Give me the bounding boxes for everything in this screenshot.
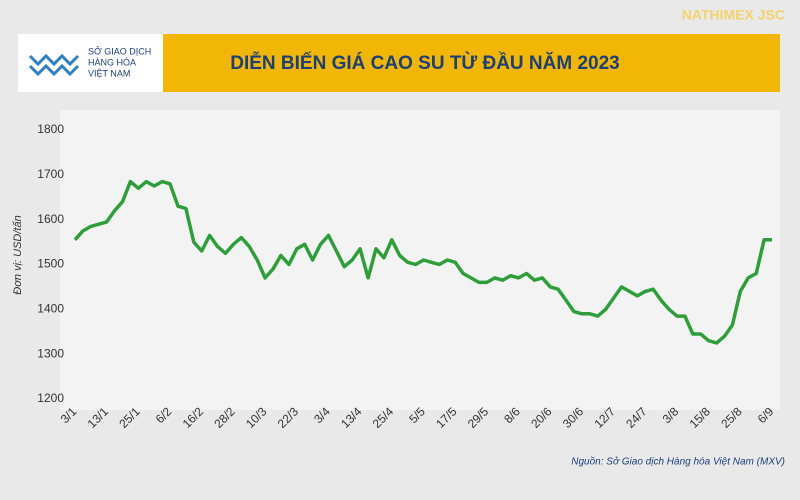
line	[73, 179, 772, 345]
logo-text: SỞ GIAO DỊCH	[88, 45, 151, 56]
logo-text: VIỆT NAM	[88, 68, 130, 78]
y-tick-label: 1400	[37, 302, 64, 316]
y-tick-label: 1500	[37, 257, 64, 271]
title-band	[140, 34, 780, 92]
logo-text: HÀNG HÓA	[88, 57, 136, 67]
source: Nguồn: Sở Giao dịch Hàng hóa Việt Nam (M…	[571, 456, 785, 468]
y-tick-label: 1600	[37, 212, 64, 226]
y-tick-label: 1800	[37, 122, 64, 136]
y-tick-label: 1700	[37, 167, 64, 181]
logo-icon	[28, 53, 80, 77]
logo-box	[18, 34, 163, 92]
y-axis-label: Đơn vị: USD/tấn	[12, 215, 24, 294]
y-tick-label: 1300	[37, 346, 64, 360]
watermark: NATHIMEX JSC	[682, 7, 785, 23]
y-tick-label: 1200	[37, 391, 64, 405]
chart-title: DIỄN BIẾN GIÁ CAO SU TỪ ĐẦU NĂM 2023	[230, 52, 619, 74]
